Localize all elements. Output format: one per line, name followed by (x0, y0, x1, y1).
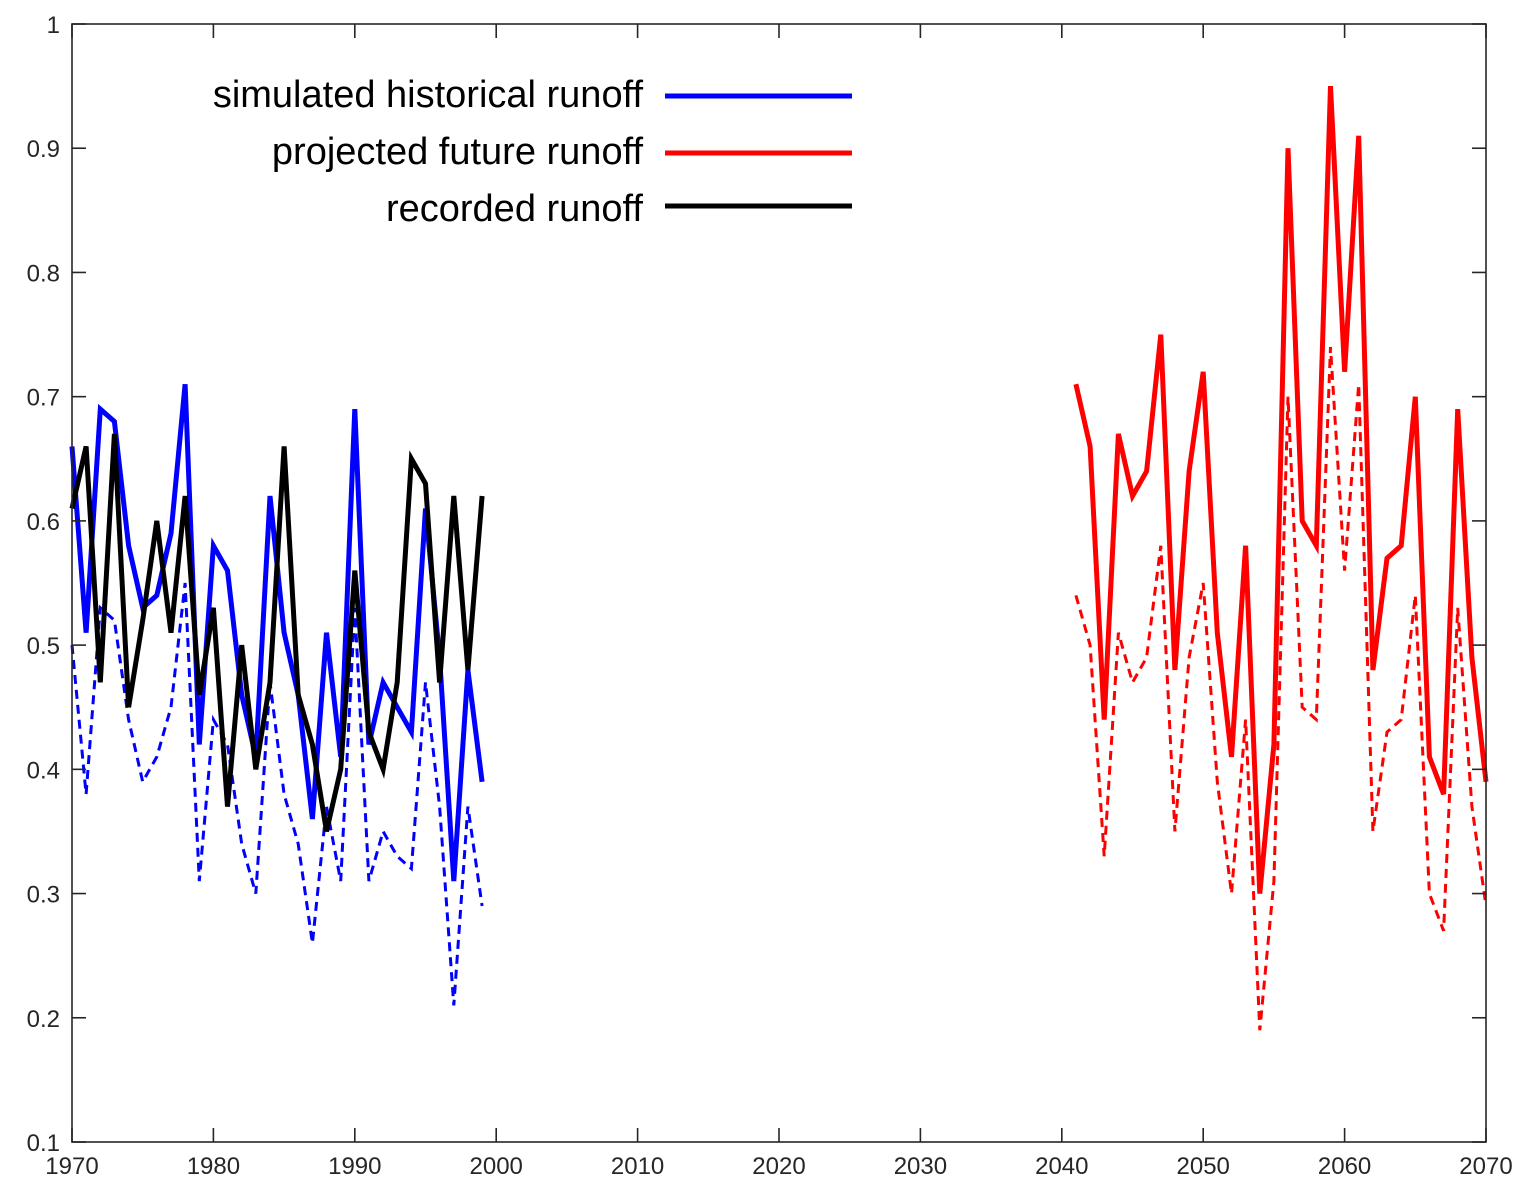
y-tick-label-0.6: 0.6 (27, 509, 60, 536)
y-tick-label-0.8: 0.8 (27, 260, 60, 287)
y-tick-label-0.3: 0.3 (27, 882, 60, 909)
y-tick-label-1: 1 (47, 12, 60, 39)
projected-future-lower-line-dashed (1074, 346, 1488, 1031)
legend-label-projected: projected future runoff (272, 131, 644, 173)
x-tick-label-2050: 2050 (1177, 1153, 1230, 1180)
series-layer (69, 85, 1489, 1031)
projected-future-runoff-line-solid (1073, 85, 1489, 894)
recorded-runoff-line-solid (69, 433, 485, 832)
x-tick-label-1990: 1990 (328, 1153, 381, 1180)
x-tick-label-1970: 1970 (45, 1153, 98, 1180)
x-tick-label-2030: 2030 (894, 1153, 947, 1180)
legend: simulated historical runoff projected fu… (100, 62, 870, 242)
simulated-historical-lower-line-dashed (70, 582, 484, 1006)
y-tick-label-0.1: 0.1 (27, 1130, 60, 1157)
x-tick-label-2060: 2060 (1318, 1153, 1371, 1180)
y-tick-label-0.7: 0.7 (27, 385, 60, 412)
x-tick-label-2070: 2070 (1459, 1153, 1512, 1180)
y-tick-label-0.2: 0.2 (27, 1006, 60, 1033)
x-tick-label-2000: 2000 (470, 1153, 523, 1180)
x-tick-label-1980: 1980 (187, 1153, 240, 1180)
y-tick-label-0.9: 0.9 (27, 136, 60, 163)
x-tick-label-2020: 2020 (752, 1153, 805, 1180)
legend-label-recorded: recorded runoff (386, 188, 643, 230)
y-tick-label-0.5: 0.5 (27, 633, 60, 660)
x-tick-label-2010: 2010 (611, 1153, 664, 1180)
y-tick-label-0.4: 0.4 (27, 757, 60, 784)
legend-label-simulated: simulated historical runoff (213, 74, 644, 116)
x-tick-label-2040: 2040 (1035, 1153, 1088, 1180)
tick-layer: 1970 1980 1990 2000 2010 2020 2030 2040 2050 2060… (27, 12, 1513, 1180)
